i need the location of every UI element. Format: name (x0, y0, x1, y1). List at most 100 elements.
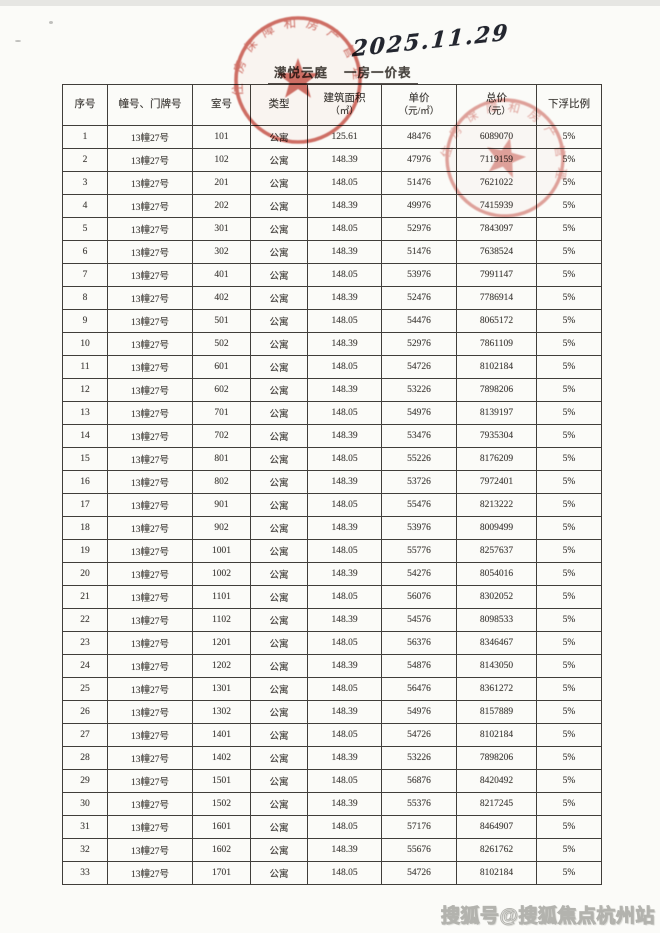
cell-unit_price: 54726 (381, 723, 457, 747)
cell-total_price: 7935304 (456, 424, 537, 448)
cell-room: 101 (192, 125, 251, 149)
table-row: 33 13幢27号 1701 公寓 148.05 54726 8102184 5% (62, 861, 602, 885)
cell-no: 8 (62, 286, 108, 310)
cell-type: 公寓 (250, 792, 308, 816)
cell-type: 公寓 (250, 447, 308, 471)
cell-total_price: 6089070 (456, 125, 537, 149)
table-row: 18 13幢27号 902 公寓 148.39 53976 8009499 5% (62, 516, 602, 540)
cell-area: 148.05 (307, 723, 382, 747)
cell-area: 148.39 (307, 516, 382, 540)
cell-type: 公寓 (250, 746, 308, 770)
cell-room: 1302 (192, 700, 251, 724)
cell-total_price: 7638524 (456, 240, 537, 264)
cell-type: 公寓 (250, 355, 308, 379)
cell-type: 公寓 (250, 217, 308, 241)
cell-room: 802 (192, 470, 251, 494)
cell-total_price: 8217245 (456, 792, 537, 816)
cell-room: 1502 (192, 792, 251, 816)
cell-discount: 5% (536, 424, 602, 448)
cell-discount: 5% (536, 447, 602, 471)
table-row: 32 13幢27号 1602 公寓 148.39 55676 8261762 5% (62, 838, 602, 862)
cell-room: 202 (192, 194, 251, 218)
cell-total_price: 7861109 (456, 332, 537, 356)
table-row: 13 13幢27号 701 公寓 148.05 54976 8139197 5% (62, 401, 602, 425)
cell-unit_price: 53226 (381, 378, 457, 402)
cell-total_price: 8102184 (456, 355, 537, 379)
cell-discount: 5% (536, 769, 602, 793)
column-header-total_price: 总价 （元） (456, 84, 537, 126)
cell-unit_price: 55776 (381, 539, 457, 563)
cell-building: 13幢27号 (107, 332, 193, 356)
cell-discount: 5% (536, 608, 602, 632)
cell-building: 13幢27号 (107, 309, 193, 333)
column-header-room: 室号 (192, 84, 251, 126)
cell-unit_price: 55376 (381, 792, 457, 816)
cell-unit_price: 57176 (381, 815, 457, 839)
table-row: 8 13幢27号 402 公寓 148.39 52476 7786914 5% (62, 286, 602, 310)
cell-discount: 5% (536, 125, 602, 149)
cell-area: 148.05 (307, 355, 382, 379)
cell-no: 14 (62, 424, 108, 448)
cell-type: 公寓 (250, 654, 308, 678)
cell-discount: 5% (536, 861, 602, 885)
cell-area: 148.39 (307, 424, 382, 448)
cell-building: 13幢27号 (107, 447, 193, 471)
cell-building: 13幢27号 (107, 631, 193, 655)
cell-total_price: 8176209 (456, 447, 537, 471)
cell-area: 148.39 (307, 746, 382, 770)
cell-type: 公寓 (250, 562, 308, 586)
cell-unit_price: 56476 (381, 677, 457, 701)
cell-no: 32 (62, 838, 108, 862)
cell-discount: 5% (536, 263, 602, 287)
table-row: 9 13幢27号 501 公寓 148.05 54476 8065172 5% (62, 309, 602, 333)
cell-no: 17 (62, 493, 108, 517)
cell-discount: 5% (536, 815, 602, 839)
table-row: 19 13幢27号 1001 公寓 148.05 55776 8257637 5% (62, 539, 602, 563)
cell-room: 602 (192, 378, 251, 402)
cell-type: 公寓 (250, 700, 308, 724)
cell-unit_price: 56876 (381, 769, 457, 793)
table-row: 10 13幢27号 502 公寓 148.39 52976 7861109 5% (62, 332, 602, 356)
cell-building: 13幢27号 (107, 171, 193, 195)
cell-room: 1001 (192, 539, 251, 563)
cell-room: 201 (192, 171, 251, 195)
cell-unit_price: 53226 (381, 746, 457, 770)
cell-type: 公寓 (250, 240, 308, 264)
cell-no: 23 (62, 631, 108, 655)
cell-no: 21 (62, 585, 108, 609)
cell-room: 1402 (192, 746, 251, 770)
cell-area: 125.61 (307, 125, 382, 149)
cell-total_price: 7415939 (456, 194, 537, 218)
cell-room: 702 (192, 424, 251, 448)
cell-unit_price: 49976 (381, 194, 457, 218)
cell-room: 1501 (192, 769, 251, 793)
cell-type: 公寓 (250, 148, 308, 172)
cell-building: 13幢27号 (107, 723, 193, 747)
cell-total_price: 8157889 (456, 700, 537, 724)
cell-unit_price: 56076 (381, 585, 457, 609)
cell-area: 148.39 (307, 240, 382, 264)
table-row: 24 13幢27号 1202 公寓 148.39 54876 8143050 5% (62, 654, 602, 678)
cell-building: 13幢27号 (107, 148, 193, 172)
table-row: 30 13幢27号 1502 公寓 148.39 55376 8217245 5% (62, 792, 602, 816)
cell-room: 902 (192, 516, 251, 540)
cell-building: 13幢27号 (107, 677, 193, 701)
cell-discount: 5% (536, 171, 602, 195)
cell-no: 2 (62, 148, 108, 172)
table-row: 25 13幢27号 1301 公寓 148.05 56476 8361272 5% (62, 677, 602, 701)
cell-building: 13幢27号 (107, 125, 193, 149)
cell-total_price: 8420492 (456, 769, 537, 793)
cell-unit_price: 54726 (381, 861, 457, 885)
cell-building: 13幢27号 (107, 838, 193, 862)
cell-building: 13幢27号 (107, 286, 193, 310)
price-table-header-row: 序号 幢号、门牌号 室号 类型 建筑面积 （㎡） 单价 （元/㎡） 总价 （元） 下浮比例 (62, 84, 602, 126)
cell-building: 13幢27号 (107, 424, 193, 448)
cell-unit_price: 55676 (381, 838, 457, 862)
cell-building: 13幢27号 (107, 700, 193, 724)
cell-area: 148.39 (307, 148, 382, 172)
cell-building: 13幢27号 (107, 217, 193, 241)
cell-type: 公寓 (250, 723, 308, 747)
cell-discount: 5% (536, 286, 602, 310)
scan-speck (15, 40, 21, 42)
